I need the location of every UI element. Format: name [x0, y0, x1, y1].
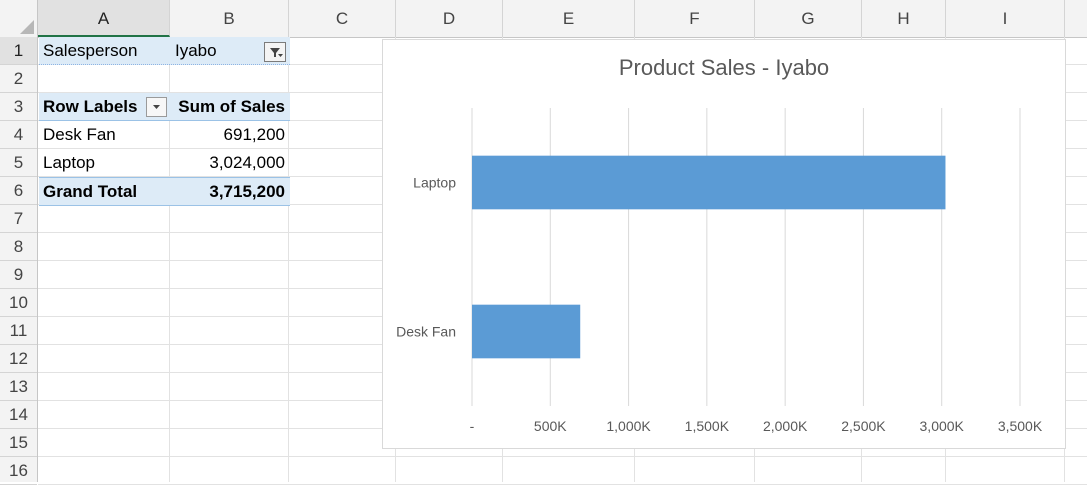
pivot-filter-label: Salesperson — [43, 41, 138, 60]
column-header-a[interactable]: A — [38, 0, 170, 37]
chart-title[interactable]: Product Sales - Iyabo — [618, 55, 830, 80]
row-labels-dropdown-button[interactable] — [146, 97, 167, 117]
row-header-11[interactable]: 11 — [0, 317, 37, 345]
row-header-12[interactable]: 12 — [0, 345, 37, 373]
filter-funnel-icon — [270, 48, 283, 57]
select-all-icon — [20, 20, 34, 34]
values-header-text: Sum of Sales — [178, 97, 285, 116]
category-label: Desk Fan — [396, 324, 456, 340]
row-header-7[interactable]: 7 — [0, 205, 37, 233]
chevron-down-icon — [153, 105, 160, 109]
column-header-c[interactable]: C — [289, 0, 396, 37]
pivot-filter-button[interactable] — [264, 42, 286, 62]
row-gridline — [38, 456, 1087, 457]
x-tick-label: 2,500K — [841, 418, 886, 434]
pivot-row-value: 3,024,000 — [209, 153, 285, 172]
x-tick-label: 1,500K — [685, 418, 730, 434]
grand-total-label: Grand Total — [43, 182, 138, 201]
row-header-2[interactable]: 2 — [0, 65, 37, 93]
column-header-d[interactable]: D — [396, 0, 503, 37]
grand-total-topline — [39, 177, 290, 178]
grand-total-value-cell[interactable]: 3,715,200 — [171, 178, 290, 206]
row-header-3[interactable]: 3 — [0, 93, 37, 121]
column-header-i[interactable]: I — [946, 0, 1065, 37]
pivot-row-labels-header[interactable]: Row Labels — [39, 93, 171, 121]
x-tick-label: 2,000K — [763, 418, 808, 434]
grand-total-value: 3,715,200 — [209, 182, 285, 201]
pivot-values-header[interactable]: Sum of Sales — [171, 93, 290, 121]
column-gridline — [169, 37, 170, 482]
bar-laptop[interactable] — [472, 155, 946, 210]
pivot-filter-label-cell[interactable]: Salesperson — [39, 37, 171, 65]
column-header-h[interactable]: H — [862, 0, 946, 37]
chart-plot-area[interactable]: - 500K 1,000K 1,500K 2,000K 2,500K 3,000K 3,500… — [383, 40, 1065, 448]
row-header-16[interactable]: 16 — [0, 457, 37, 485]
column-header-g[interactable]: G — [755, 0, 862, 37]
row-header-14[interactable]: 14 — [0, 401, 37, 429]
pivot-row-value: 691,200 — [223, 125, 285, 144]
x-tick-label: 1,000K — [606, 418, 651, 434]
x-tick-label: 3,500K — [998, 418, 1043, 434]
row-labels-header-text: Row Labels — [43, 97, 138, 116]
category-label: Laptop — [413, 175, 456, 191]
pivot-row-label-cell[interactable]: Laptop — [39, 149, 171, 177]
row-header-15[interactable]: 15 — [0, 429, 37, 457]
row-header-13[interactable]: 13 — [0, 373, 37, 401]
x-tick-label: 3,000K — [920, 418, 965, 434]
column-gridline — [288, 37, 289, 482]
pivot-row-label: Laptop — [43, 153, 95, 172]
x-tick-label: 500K — [534, 418, 567, 434]
bar-desk-fan[interactable] — [472, 304, 581, 359]
pivot-row-value-cell[interactable]: 3,024,000 — [171, 149, 290, 177]
row-header-9[interactable]: 9 — [0, 261, 37, 289]
pivot-row-label: Desk Fan — [43, 125, 116, 144]
row-header-6[interactable]: 6 — [0, 177, 37, 205]
pivot-filter-underline — [39, 64, 290, 65]
column-header-b[interactable]: B — [170, 0, 289, 37]
row-header-bar: 1 2 3 4 5 6 7 8 9 10 11 12 13 14 15 16 — [0, 37, 38, 485]
pivot-header-underline — [39, 120, 290, 121]
pivot-row-label-cell[interactable]: Desk Fan — [39, 121, 171, 149]
grand-total-label-cell[interactable]: Grand Total — [39, 178, 171, 206]
column-header-e[interactable]: E — [503, 0, 635, 37]
pivot-row-value-cell[interactable]: 691,200 — [171, 121, 290, 149]
pivot-filter-value: Iyabo — [175, 41, 217, 60]
column-header-f[interactable]: F — [635, 0, 755, 37]
row-header-5[interactable]: 5 — [0, 149, 37, 177]
product-sales-chart[interactable]: Product Sales - Iyabo - 500K 1,000K 1,500K 2… — [382, 39, 1066, 449]
row-header-10[interactable]: 10 — [0, 289, 37, 317]
x-tick-label: - — [470, 418, 475, 434]
select-all-corner[interactable] — [0, 0, 38, 37]
grand-total-bottomline — [39, 205, 290, 206]
row-header-4[interactable]: 4 — [0, 121, 37, 149]
row-header-8[interactable]: 8 — [0, 233, 37, 261]
row-header-1[interactable]: 1 — [0, 37, 37, 65]
